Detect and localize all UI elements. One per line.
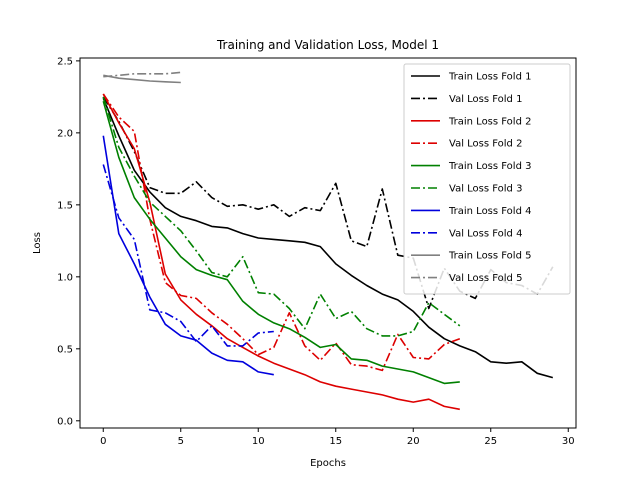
legend: Train Loss Fold 1 Val Loss Fold 1 Train Lo… <box>403 63 571 295</box>
legend-label-6: Val Loss Fold 3 <box>449 184 522 195</box>
x-tick-label: 5 <box>178 436 184 447</box>
series-line-2 <box>102 96 554 310</box>
axes-frame <box>79 57 577 429</box>
y-tick-label: 1.0 <box>57 272 73 283</box>
series-line-4 <box>102 93 461 372</box>
y-tick-label: 0.0 <box>57 416 73 427</box>
legend-label-7: Train Loss Fold 4 <box>448 206 531 217</box>
y-tick-label: 2.5 <box>57 56 73 67</box>
x-tick-label: 25 <box>484 436 497 447</box>
legend-box <box>403 63 571 295</box>
legend-label-4: Val Loss Fold 2 <box>449 139 522 150</box>
x-axis-ticks: 0 5 10 15 20 25 30 <box>100 428 575 447</box>
x-tick-label: 10 <box>252 436 265 447</box>
legend-label-1: Train Loss Fold 1 <box>448 72 531 83</box>
x-tick-label: 30 <box>562 436 575 447</box>
y-tick-label: 2.0 <box>57 128 73 139</box>
legend-label-10: Val Loss Fold 5 <box>449 273 522 284</box>
legend-label-3: Train Loss Fold 2 <box>448 116 531 127</box>
y-tick-label: 1.5 <box>57 200 73 211</box>
series-line-6 <box>102 96 461 337</box>
series-line-5 <box>102 100 460 385</box>
series-line-1 <box>102 97 554 379</box>
y-tick-label: 0.5 <box>57 344 73 355</box>
legend-label-2: Val Loss Fold 1 <box>449 94 522 105</box>
legend-label-5: Train Loss Fold 3 <box>448 161 531 172</box>
x-axis-label: Epochs <box>310 458 346 469</box>
series-line-3 <box>102 93 460 411</box>
x-tick-label: 15 <box>329 436 342 447</box>
chart-title: Training and Validation Loss, Model 1 <box>216 38 439 52</box>
series-line-7 <box>102 135 274 376</box>
legend-label-8: Val Loss Fold 4 <box>449 228 522 239</box>
x-tick-label: 0 <box>100 436 106 447</box>
legend-label-9: Train Loss Fold 5 <box>448 251 531 262</box>
y-axis-label: Loss <box>32 232 43 254</box>
series-line-8 <box>102 164 274 347</box>
series-line-10 <box>103 71 181 78</box>
x-tick-label: 20 <box>407 436 420 447</box>
y-axis-ticks: 0.0 0.5 1.0 1.5 2.0 2.5 <box>57 56 80 427</box>
series-line-9 <box>103 74 181 84</box>
series-layer <box>102 71 554 411</box>
